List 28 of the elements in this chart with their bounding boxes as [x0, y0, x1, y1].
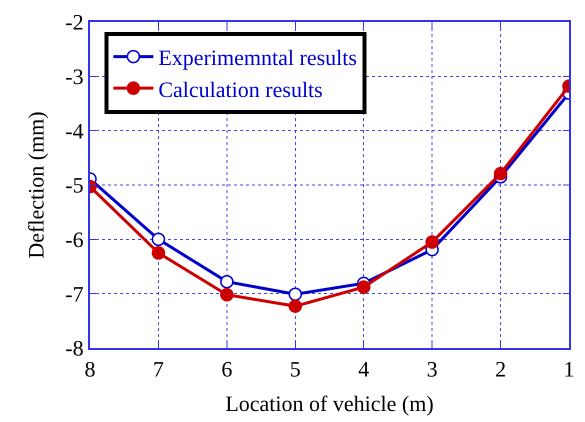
point	[220, 274, 234, 288]
legend-label: Calculation results	[158, 76, 323, 102]
x-tick-label: 5	[290, 356, 301, 382]
y-tick-label: -8	[65, 336, 84, 361]
point	[152, 246, 166, 260]
y-tick-label: -3	[65, 64, 84, 90]
point	[152, 232, 166, 246]
point	[425, 235, 439, 249]
x-tick-label: 7	[152, 356, 164, 382]
y-tick-label: -2	[65, 10, 84, 35]
point	[288, 299, 302, 313]
x-tick-label: 6	[221, 356, 232, 382]
x-tick-label: 4	[358, 356, 370, 382]
x-tick-label: 1	[564, 356, 574, 382]
point	[494, 166, 508, 180]
x-tick-label: 2	[495, 356, 506, 382]
point	[220, 288, 234, 302]
x-axis-title: Location of vehicle (m)	[225, 390, 434, 416]
y-tick-label: -4	[65, 118, 84, 144]
y-tick-label: -6	[65, 227, 84, 252]
x-tick-label: 3	[426, 356, 438, 382]
point	[288, 287, 302, 301]
y-tick-label: -7	[65, 281, 84, 306]
x-tick-label: 8	[84, 356, 96, 382]
legend-label: Experimemntal results	[158, 45, 357, 70]
point	[356, 280, 370, 294]
y-axis-title: Deflection (mm)	[24, 111, 49, 259]
y-tick-label: -5	[65, 172, 84, 198]
